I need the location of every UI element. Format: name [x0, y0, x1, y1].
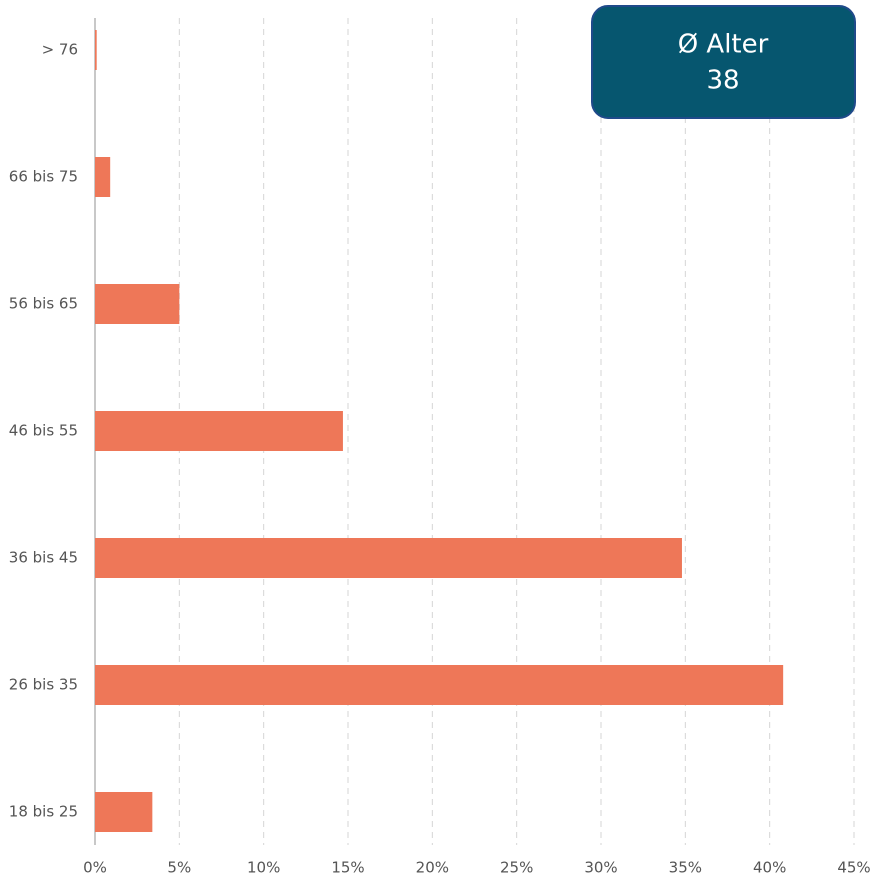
x-tick-label: 5% [167, 859, 191, 877]
y-tick-label: 46 bis 55 [9, 422, 78, 440]
bar [95, 792, 153, 832]
x-tick-label: 10% [247, 859, 280, 877]
x-tick-label: 30% [584, 859, 617, 877]
bar [95, 411, 343, 451]
y-tick-label: > 76 [42, 41, 78, 59]
bar [95, 538, 682, 578]
x-tick-label: 35% [669, 859, 702, 877]
y-tick-label: 56 bis 65 [9, 295, 78, 313]
x-tick-label: 40% [753, 859, 786, 877]
x-tick-label: 45% [837, 859, 870, 877]
badge: Ø Alter 38 [591, 5, 856, 119]
badge-value: 38 [706, 66, 739, 96]
x-tick-label: 25% [500, 859, 533, 877]
badge-title: Ø Alter [678, 30, 769, 60]
x-tick-label: 0% [83, 859, 107, 877]
x-tick-label: 20% [416, 859, 449, 877]
y-tick-label: 18 bis 25 [9, 803, 78, 821]
badge-box [591, 5, 856, 119]
x-tick-label: 15% [331, 859, 364, 877]
bar [95, 665, 784, 705]
bar [95, 30, 97, 70]
y-tick-label: 26 bis 35 [9, 676, 78, 694]
y-tick-label: 36 bis 45 [9, 549, 78, 567]
bar [95, 157, 111, 197]
bar [95, 284, 180, 324]
y-tick-label: 66 bis 75 [9, 168, 78, 186]
